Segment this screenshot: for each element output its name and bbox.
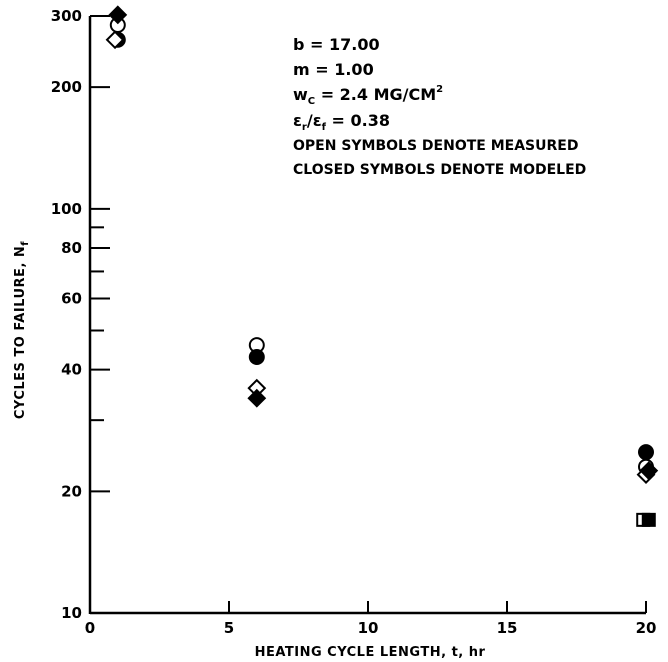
y-axis-title: CYCLES TO FAILURE, Nf — [13, 241, 31, 419]
data-points — [105, 5, 659, 527]
annotation-wc-sub: C — [308, 96, 315, 107]
x-tick-label: 10 — [358, 619, 379, 637]
annotation-eps-2-sub: f — [322, 122, 327, 133]
open-diamond-marker — [105, 30, 125, 50]
annotation-eps-value: = 0.38 — [326, 111, 390, 130]
y-axis-title-sub: f — [20, 241, 31, 246]
y-tick-label: 10 — [61, 604, 82, 622]
y-tick-label: 100 — [51, 200, 82, 218]
annotation-wc-symbol: w — [293, 85, 308, 104]
y-axis-title-main: CYCLES TO FAILURE, N — [13, 246, 28, 419]
annotation-wc: wC = 2.4 MG/CM2 — [293, 84, 443, 107]
annotation-closed-note: CLOSED SYMBOLS DENOTE MODELED — [293, 162, 586, 178]
annotation-wc-sup: 2 — [436, 84, 443, 95]
y-tick-label: 200 — [51, 78, 82, 96]
annotation-eps-1-sub: r — [302, 122, 307, 133]
x-tick-label: 0 — [85, 619, 95, 637]
x-tick-label: 5 — [224, 619, 234, 637]
axes — [88, 16, 646, 615]
tick-marks — [89, 15, 647, 614]
y-tick-label: 60 — [61, 289, 82, 307]
annotation-strain-ratio: εr/εf = 0.38 — [293, 111, 390, 133]
y-tick-label: 80 — [61, 239, 82, 257]
filled-square-marker — [641, 512, 656, 527]
filled-diamond-marker — [247, 388, 267, 408]
annotation-wc-value: = 2.4 MG/CM — [315, 85, 436, 104]
y-tick-label: 20 — [61, 482, 82, 500]
tick-labels: 0 5 10 15 20 10 20 40 60 80 100 200 300 — [51, 7, 657, 637]
x-axis-title: HEATING CYCLE LENGTH, t, hr — [255, 645, 486, 660]
filled-diamond-marker — [108, 5, 128, 25]
annotation-eps-1: ε — [293, 111, 302, 130]
y-tick-label: 300 — [51, 7, 82, 25]
filled-circle-marker — [248, 348, 265, 365]
annotation-eps-slash: /ε — [307, 111, 322, 130]
x-tick-label: 15 — [497, 619, 518, 637]
annotation-block: b = 17.00 m = 1.00 wC = 2.4 MG/CM2 εr/εf… — [293, 35, 586, 178]
x-tick-label: 20 — [636, 619, 657, 637]
y-tick-label: 40 — [61, 361, 82, 379]
filled-circle-marker — [638, 444, 654, 461]
filled-diamond-marker — [639, 461, 659, 481]
annotation-open-note: OPEN SYMBOLS DENOTE MEASURED — [293, 138, 578, 154]
annotation-b: b = 17.00 — [293, 35, 380, 54]
annotation-m: m = 1.00 — [293, 60, 374, 79]
